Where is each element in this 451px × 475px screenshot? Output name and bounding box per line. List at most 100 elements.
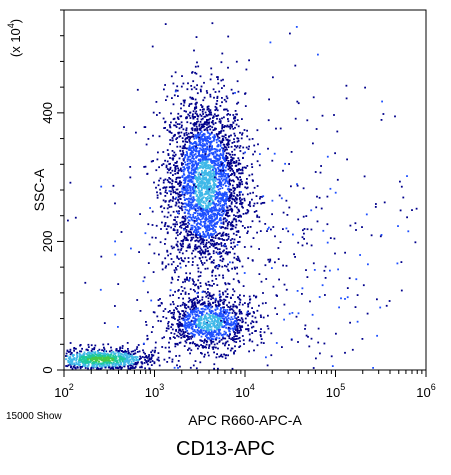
event-dot [215, 163, 218, 166]
event-dot [203, 235, 206, 238]
event-dot [209, 303, 212, 306]
event-dot [178, 191, 181, 193]
event-dot [220, 172, 223, 175]
event-dot [221, 127, 223, 130]
event-dot [348, 277, 351, 280]
event-dot [191, 161, 193, 164]
event-dot [215, 217, 218, 220]
event-dot [206, 305, 208, 307]
event-dot [233, 315, 236, 318]
event-dot [191, 147, 194, 149]
event-dot [203, 133, 206, 136]
event-dot [203, 239, 206, 242]
event-dot [197, 285, 199, 288]
event-dot [206, 334, 208, 336]
event-dot [241, 335, 244, 337]
event-dot [223, 306, 225, 309]
event-dot [220, 323, 223, 325]
event-dot [230, 347, 233, 350]
event-dot [67, 357, 70, 360]
event-dot [164, 223, 167, 226]
event-dot [180, 194, 183, 197]
event-dot [207, 229, 210, 231]
event-dot [221, 192, 224, 195]
event-dot [217, 321, 220, 323]
event-dot [237, 216, 240, 218]
event-dot [126, 360, 128, 363]
event-dot [191, 313, 194, 316]
event-dot [194, 98, 197, 101]
event-dot [211, 271, 214, 274]
event-dot [188, 313, 191, 316]
event-dot [212, 129, 215, 131]
event-dot [213, 363, 216, 366]
event-dot [111, 366, 114, 369]
event-dot [231, 210, 233, 213]
event-dot [241, 172, 244, 175]
event-dot [137, 344, 140, 346]
event-dot [119, 347, 121, 350]
event-dot [169, 162, 171, 165]
event-dot [105, 362, 108, 365]
event-dot [210, 197, 213, 199]
event-dot [210, 186, 213, 189]
event-dot [134, 363, 137, 366]
event-dot [194, 71, 196, 74]
event-dot [212, 201, 215, 203]
event-dot [217, 304, 220, 306]
event-dot [129, 355, 132, 357]
event-dot [215, 107, 218, 109]
event-dot [232, 278, 235, 281]
event-dot [173, 94, 176, 97]
event-dot [229, 308, 231, 311]
event-dot [297, 312, 300, 315]
event-dot [206, 183, 209, 186]
event-dot [202, 212, 205, 215]
event-dot [164, 191, 167, 194]
event-dot [186, 176, 189, 179]
event-dot [192, 200, 195, 202]
event-dot [239, 196, 241, 199]
event-dot [177, 112, 180, 115]
event-dot [198, 151, 201, 153]
event-dot [203, 262, 206, 264]
event-dot [196, 232, 198, 234]
event-dot [192, 147, 195, 150]
event-dot [87, 363, 90, 366]
event-dot [171, 97, 173, 99]
event-dot [208, 113, 211, 116]
event-dot [309, 300, 311, 303]
event-dot [227, 35, 230, 38]
event-dot [247, 324, 249, 327]
event-dot [92, 362, 95, 365]
event-dot [236, 119, 239, 121]
event-dot [73, 349, 75, 352]
event-dot [174, 225, 176, 228]
event-dot [211, 260, 213, 263]
event-dot [237, 241, 239, 243]
event-dot [239, 162, 242, 165]
event-dot [204, 144, 207, 147]
event-dot [212, 297, 214, 300]
event-dot [205, 157, 208, 160]
event-dot [159, 177, 162, 180]
event-dot [206, 228, 208, 231]
event-dot [310, 228, 313, 231]
event-dot [108, 357, 110, 360]
event-dot [208, 132, 211, 135]
event-dot [209, 78, 212, 81]
event-dot [134, 366, 137, 368]
event-dot [90, 367, 92, 370]
event-dot [204, 182, 207, 184]
event-dot [219, 317, 222, 319]
event-dot [191, 173, 193, 175]
event-dot [192, 233, 195, 236]
event-dot [190, 310, 192, 312]
event-dot [171, 185, 174, 188]
event-dot [197, 173, 200, 176]
event-dot [194, 240, 197, 242]
event-dot [209, 204, 211, 206]
event-dot [362, 284, 365, 287]
event-dot [222, 78, 224, 81]
event-dot [181, 147, 184, 150]
